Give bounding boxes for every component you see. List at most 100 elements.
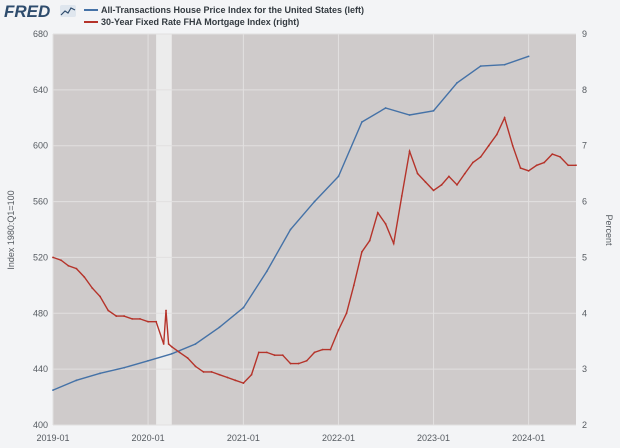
series-1-point <box>83 276 86 278</box>
series-1-point <box>471 161 474 164</box>
series-1-point <box>170 345 173 348</box>
series-1-point <box>376 211 379 214</box>
y-axis-right: 2 3 4 5 6 7 8 9 <box>582 29 587 430</box>
x-tick-label: 2020-01 <box>132 433 165 443</box>
series-1-point <box>162 343 165 345</box>
series-0-point <box>408 114 411 116</box>
series-1-point <box>313 351 316 354</box>
series-1-point <box>218 373 221 376</box>
x-axis: 2019-01 2020-01 2021-01 2022-01 2023-01 2024-… <box>36 433 545 443</box>
series-1-point <box>226 376 229 379</box>
series-1-point <box>447 175 450 178</box>
fred-logo[interactable]: FRED <box>4 2 76 21</box>
x-tick-label: 2024-01 <box>512 433 545 443</box>
series-0-point <box>123 366 126 369</box>
series-1-point <box>384 223 387 225</box>
series-1-point <box>567 164 570 167</box>
series-1-point <box>167 343 170 345</box>
series-1-point <box>289 362 292 365</box>
y-left-tick-label: 600 <box>33 141 48 151</box>
y-right-tick-label: 2 <box>582 420 587 430</box>
series-1-point <box>305 359 308 362</box>
x-tick-label: 2021-01 <box>227 433 260 443</box>
series-1-point <box>463 172 466 175</box>
series-1-point <box>575 164 577 167</box>
series-1-point <box>202 371 205 373</box>
series-1-point <box>155 320 158 323</box>
series-1-point <box>297 362 300 365</box>
series-1-point <box>495 133 498 136</box>
series-0-point <box>313 200 316 203</box>
series-1-point <box>75 267 78 270</box>
series-1-point <box>257 351 260 354</box>
series-0-point <box>265 270 268 273</box>
series-1-point <box>123 315 126 317</box>
y-axis-left-title: Index 1980:Q1=100 <box>6 190 16 269</box>
series-1-point <box>165 309 167 312</box>
series-1-point <box>345 312 348 315</box>
series-1-point <box>519 167 522 169</box>
series-1-point <box>329 348 332 351</box>
series-0-point <box>75 379 78 382</box>
y-right-tick-label: 5 <box>582 252 587 262</box>
series-1-point <box>321 348 324 351</box>
legend-label-house-price: All-Transactions House Price Index for t… <box>101 5 364 15</box>
series-0-point <box>337 175 340 178</box>
series-1-point <box>511 144 514 147</box>
y-axis-right-title: Percent <box>604 214 614 246</box>
series-1-point <box>99 295 102 298</box>
y-left-tick-label: 640 <box>33 85 48 95</box>
series-0-point <box>503 63 506 66</box>
series-1-point <box>337 329 340 331</box>
series-1-point <box>281 354 284 357</box>
series-1-point <box>416 172 419 175</box>
gridlines <box>52 33 576 426</box>
legend-item-house-price: All-Transactions House Price Index for t… <box>84 5 364 15</box>
series-1-point <box>60 259 62 262</box>
series-0-point <box>218 326 221 329</box>
series-1-point <box>392 242 395 245</box>
series-1-point <box>432 189 435 192</box>
series-1-point <box>479 155 482 158</box>
series-0-point <box>242 306 245 309</box>
series-0-point <box>170 352 173 355</box>
series-1-point <box>503 116 506 119</box>
series-1-point <box>400 195 403 197</box>
series-1-point <box>131 317 134 320</box>
series-1-point <box>408 150 411 153</box>
series-1-point <box>107 309 110 312</box>
series-1-point <box>361 250 363 253</box>
y-left-tick-label: 480 <box>33 308 48 318</box>
series-0-point <box>432 109 435 112</box>
series-1-point <box>273 354 276 357</box>
y-right-tick-label: 3 <box>582 364 587 374</box>
y-left-tick-label: 560 <box>33 197 48 207</box>
series-0-point <box>52 389 54 391</box>
y-left-tick-label: 400 <box>33 420 48 430</box>
series-0-point <box>384 107 387 109</box>
series-1-point <box>67 264 70 267</box>
y-axis-left: 400 440 480 520 560 600 640 680 <box>33 29 48 430</box>
legend: All-Transactions House Price Index for t… <box>84 5 364 27</box>
series-1-point <box>52 256 54 259</box>
x-tick-label: 2022-01 <box>322 433 355 443</box>
series-1-point <box>527 169 530 172</box>
y-right-tick-label: 9 <box>582 29 587 39</box>
y-left-tick-label: 680 <box>33 29 48 39</box>
series-0-point <box>194 343 197 345</box>
series-0-point <box>527 55 530 58</box>
series-1-point <box>440 183 443 186</box>
series-1-point <box>234 379 237 382</box>
series-1-point <box>91 287 94 290</box>
series-0-point <box>479 65 482 68</box>
series-1-point <box>559 155 562 158</box>
y-right-tick-label: 8 <box>582 85 587 95</box>
series-1-point <box>535 164 538 167</box>
series-1-point <box>210 371 213 373</box>
fred-logo-chart-icon <box>60 5 76 17</box>
series-1-point <box>551 153 554 155</box>
series-1-point <box>424 181 427 183</box>
series-1-point <box>543 161 546 164</box>
series-0-point <box>147 359 149 362</box>
